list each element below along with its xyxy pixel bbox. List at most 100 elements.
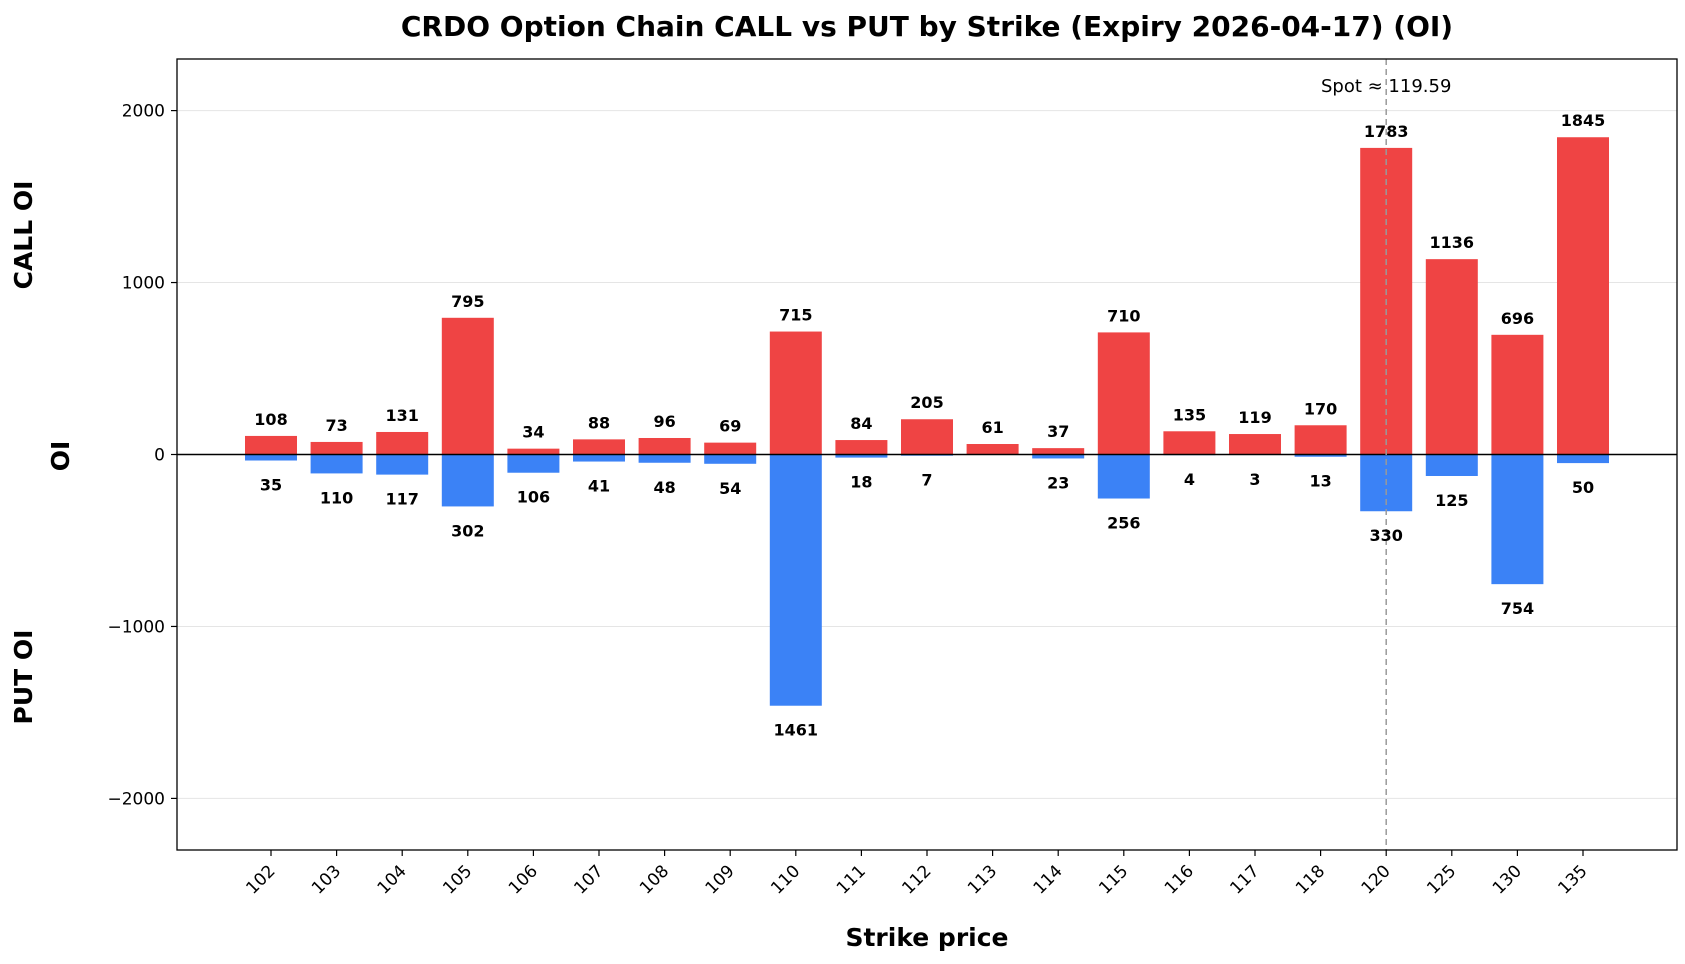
call-value-label: 1136 — [1430, 233, 1475, 252]
call-value-label: 96 — [653, 412, 675, 431]
call-value-label: 205 — [910, 393, 943, 412]
put-bar — [1425, 454, 1478, 476]
call-value-label: 131 — [385, 406, 418, 425]
put-value-label: 23 — [1047, 473, 1069, 492]
call-bar — [1097, 332, 1150, 455]
x-tick-label: 104 — [374, 861, 411, 898]
x-tick-label: 125 — [1423, 861, 1460, 898]
x-tick-label: 130 — [1489, 861, 1526, 898]
put-value-label: 35 — [260, 476, 282, 495]
call-bar — [1032, 448, 1085, 455]
call-bar — [704, 442, 757, 455]
plot-area: Spot ≈ 119.59108357311013111779530234106… — [107, 58, 1678, 898]
call-bar — [1163, 431, 1216, 455]
put-bar — [1097, 454, 1150, 499]
spot-label: Spot ≈ 119.59 — [1321, 76, 1451, 97]
put-bar — [441, 454, 494, 507]
call-value-label: 119 — [1238, 408, 1271, 427]
call-value-label: 37 — [1047, 422, 1069, 441]
put-bar — [245, 454, 297, 461]
put-value-label: 117 — [385, 490, 418, 509]
x-tick-label: 116 — [1161, 861, 1198, 898]
put-value-label: 7 — [921, 471, 932, 490]
call-value-label: 73 — [325, 416, 347, 435]
y-tick-label: 2000 — [122, 102, 165, 122]
put-bar — [310, 454, 363, 474]
x-tick-label: 107 — [570, 861, 607, 898]
x-tick-label: 108 — [636, 861, 673, 898]
x-tick-label: 120 — [1358, 861, 1395, 898]
x-tick-label: 111 — [833, 861, 870, 898]
y-axis-label-put: PUT OI — [9, 630, 38, 725]
put-value-label: 41 — [588, 477, 610, 496]
x-axis-label: Strike price — [845, 923, 1008, 952]
call-bar — [1557, 137, 1609, 455]
call-bar — [1229, 434, 1281, 455]
call-value-label: 710 — [1107, 306, 1140, 325]
x-tick-label: 109 — [702, 861, 739, 898]
put-value-label: 13 — [1309, 472, 1331, 491]
call-bar — [638, 437, 691, 455]
put-value-label: 1461 — [774, 721, 819, 740]
call-value-label: 69 — [719, 417, 741, 436]
call-bar — [1425, 259, 1478, 455]
put-value-label: 50 — [1572, 478, 1594, 497]
put-bar — [1491, 454, 1544, 585]
call-bar — [769, 331, 822, 455]
put-value-label: 302 — [451, 521, 484, 540]
y-tick-label: 0 — [154, 446, 165, 466]
call-value-label: 696 — [1501, 309, 1534, 328]
put-value-label: 18 — [850, 473, 872, 492]
chart-title: CRDO Option Chain CALL vs PUT by Strike … — [401, 10, 1453, 43]
put-bar — [638, 454, 691, 463]
call-bar — [1294, 425, 1347, 455]
x-tick-label: 118 — [1292, 861, 1329, 898]
call-bar — [310, 441, 363, 455]
put-value-label: 110 — [320, 488, 353, 507]
call-bar — [901, 419, 953, 455]
call-bar — [966, 444, 1019, 455]
y-axis-label: OI — [46, 441, 75, 472]
call-bar — [507, 448, 560, 455]
put-bar — [1557, 454, 1609, 464]
put-value-label: 48 — [653, 478, 675, 497]
put-bar — [1294, 454, 1347, 457]
y-tick-label: −2000 — [107, 789, 165, 809]
y-axis-label-call: CALL OI — [9, 181, 38, 290]
x-tick-label: 105 — [439, 861, 476, 898]
call-value-label: 84 — [850, 414, 872, 433]
call-value-label: 1783 — [1364, 122, 1409, 141]
put-value-label: 54 — [719, 479, 741, 498]
x-tick-label: 117 — [1226, 861, 1263, 898]
call-bar — [376, 431, 429, 455]
put-value-label: 106 — [517, 488, 550, 507]
call-value-label: 34 — [522, 423, 544, 442]
x-tick-label: 114 — [1030, 861, 1067, 898]
x-tick-label: 106 — [505, 861, 542, 898]
put-value-label: 754 — [1501, 599, 1534, 618]
call-value-label: 88 — [588, 413, 610, 432]
x-tick-label: 112 — [898, 861, 935, 898]
call-value-label: 61 — [981, 418, 1003, 437]
put-value-label: 4 — [1184, 470, 1195, 489]
put-bar — [835, 454, 888, 458]
call-bar — [573, 439, 625, 455]
put-bar — [507, 454, 560, 473]
put-value-label: 256 — [1107, 514, 1140, 533]
put-value-label: 125 — [1435, 491, 1468, 510]
call-value-label: 715 — [779, 306, 812, 325]
put-value-label: 3 — [1249, 470, 1260, 489]
y-tick-label: 1000 — [122, 274, 165, 294]
call-value-label: 1845 — [1561, 111, 1606, 130]
x-tick-label: 135 — [1554, 861, 1591, 898]
call-value-label: 795 — [451, 292, 484, 311]
call-value-label: 170 — [1304, 399, 1337, 418]
x-tick-label: 113 — [964, 861, 1001, 898]
call-bar — [835, 440, 888, 455]
call-bar — [245, 435, 297, 455]
call-value-label: 108 — [254, 410, 287, 429]
call-bar — [441, 317, 494, 455]
put-bar — [376, 454, 429, 475]
